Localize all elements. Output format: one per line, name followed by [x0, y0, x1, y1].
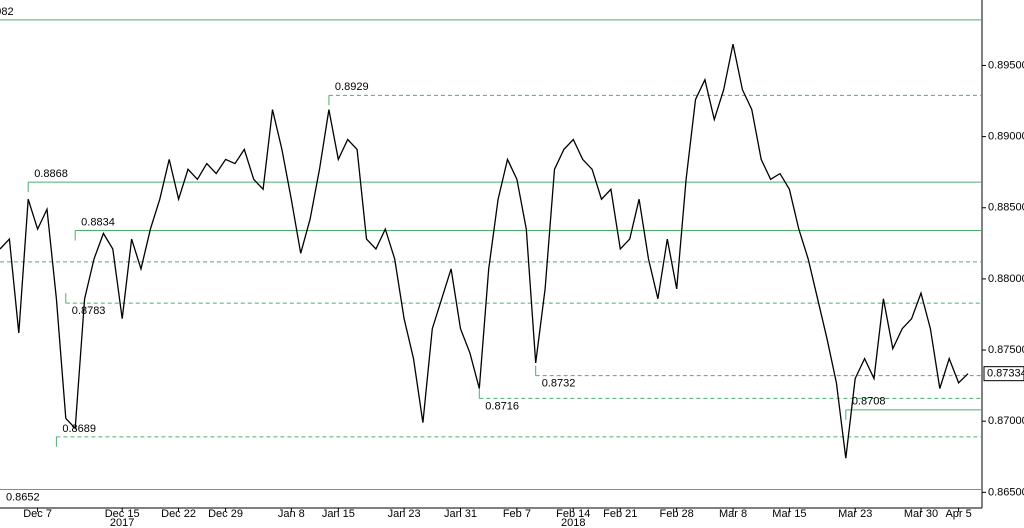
level-label: 0.8732: [542, 378, 576, 390]
level-label: 0.8868: [34, 168, 68, 180]
x-tick-label: Jan 8: [278, 508, 305, 520]
x-tick-label: Dec 29: [208, 508, 243, 520]
x-tick-label: Mar 30: [904, 508, 938, 520]
x-tick-label: Dec 22: [161, 508, 196, 520]
x-tick-label: Dec 7: [23, 508, 52, 520]
x-tick-label: Jan 31: [444, 508, 477, 520]
y-tick-label: 0.87000: [988, 415, 1024, 427]
x-tick-label: Feb 7: [503, 508, 531, 520]
x-tick-label: Feb 14: [556, 508, 590, 520]
y-tick-label: 0.88500: [988, 202, 1024, 214]
x-tick-label: Jan 15: [322, 508, 355, 520]
x-tick-label: Feb 21: [603, 508, 637, 520]
last-price-label: 0.87334: [987, 368, 1024, 380]
price-line: [0, 43, 969, 459]
x-tick-label: Mar 15: [772, 508, 806, 520]
y-tick-label: 0.89000: [988, 131, 1024, 143]
level-label: 0.8689: [62, 423, 96, 435]
y-tick-label: 0.87500: [988, 344, 1024, 356]
year-label: 2017: [110, 517, 134, 528]
level-label: 0.8834: [81, 216, 115, 228]
year-label: 2018: [561, 517, 585, 528]
level-label: 0.8783: [72, 305, 106, 317]
level-label: 0.8716: [485, 400, 519, 412]
level-label: 0.8708: [852, 396, 886, 408]
level-label: 0.8652: [6, 491, 40, 503]
x-tick-label: Mar 8: [719, 508, 747, 520]
y-tick-label: 0.88000: [988, 273, 1024, 285]
level-label: 0.8982: [0, 6, 14, 18]
x-tick-label: Dec 15: [105, 508, 140, 520]
x-tick-label: Mar 23: [838, 508, 872, 520]
x-tick-label: Feb 28: [660, 508, 694, 520]
x-tick-label: Jan 23: [388, 508, 421, 520]
level-label: 0.8929: [335, 81, 369, 93]
last-price-box: [983, 366, 1024, 382]
x-tick-label: Apr 5: [945, 508, 971, 520]
y-tick-label: 0.86500: [988, 486, 1024, 498]
y-tick-label: 0.89500: [988, 59, 1024, 71]
